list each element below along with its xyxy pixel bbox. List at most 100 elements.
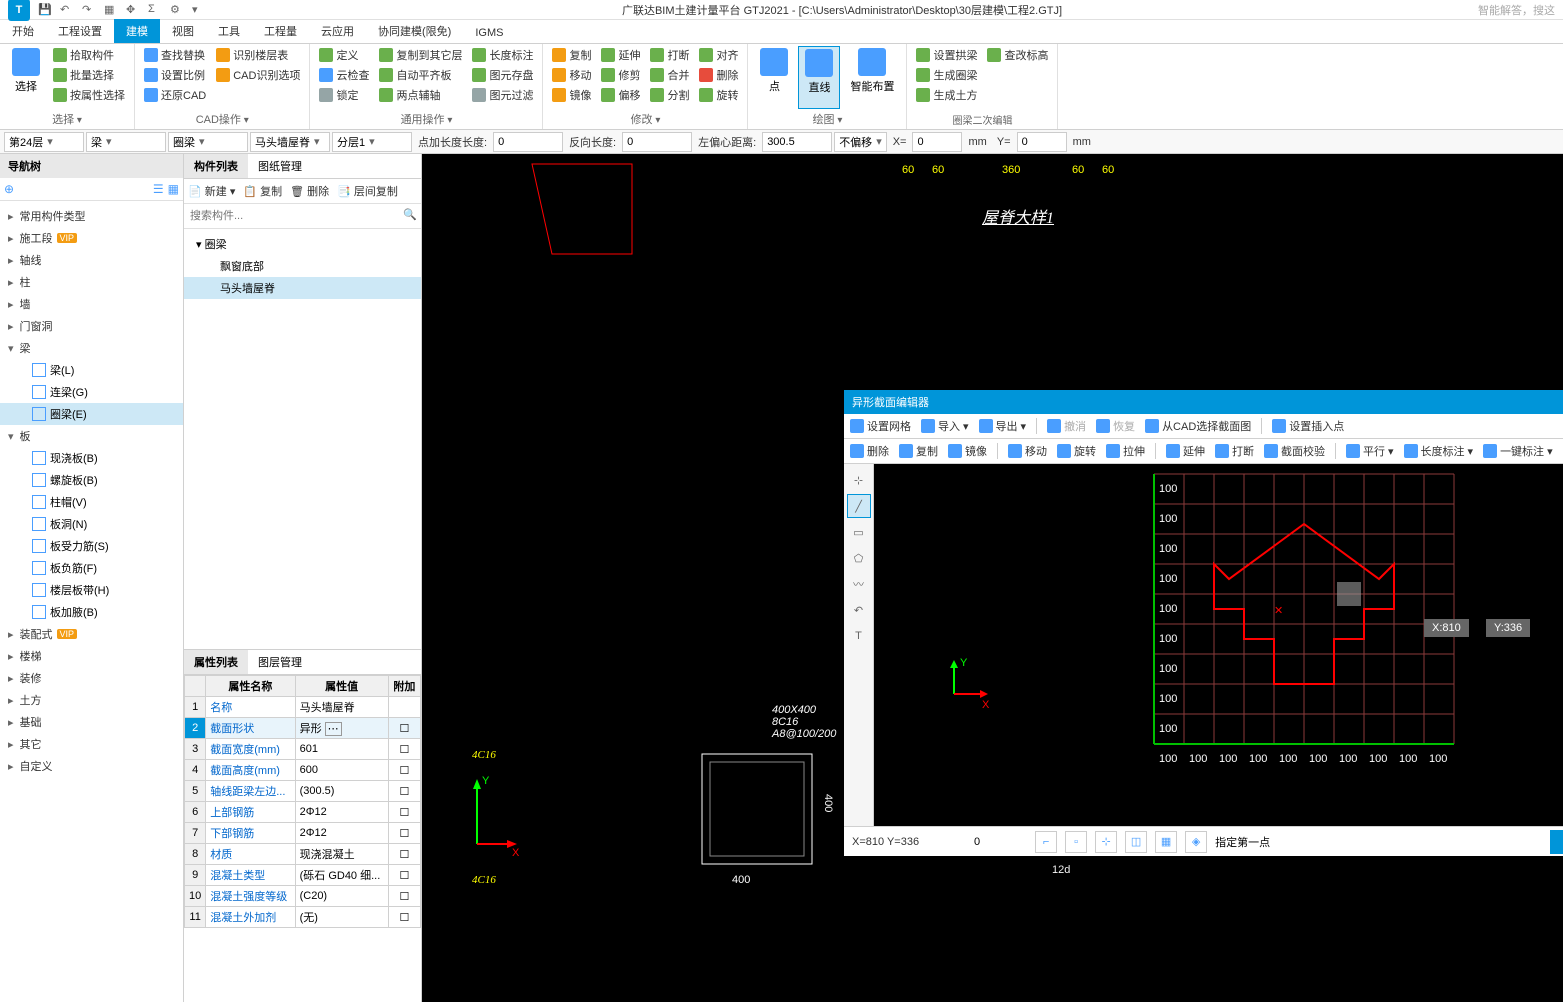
prop-value[interactable]: (C20) [295, 886, 388, 907]
qat-undo-icon[interactable]: ↶ [60, 3, 74, 17]
category-select[interactable]: 梁 [86, 132, 166, 152]
nav-item[interactable]: 墙 [0, 293, 183, 315]
main-tab-4[interactable]: 工具 [206, 19, 252, 43]
ribbon-item[interactable]: 按属性选择 [50, 86, 128, 104]
nav-item[interactable]: 柱帽(V) [0, 491, 183, 513]
search-hint[interactable]: 智能解答，搜这 [1478, 2, 1555, 18]
modal-tb-item[interactable]: 镜像 [948, 443, 987, 459]
comp-new-button[interactable]: 📄 新建 ▾ [188, 183, 235, 199]
modal-tb-item[interactable]: 撤消 [1047, 418, 1086, 434]
prop-checkbox[interactable]: ☐ [388, 844, 420, 865]
nav-item[interactable]: 楼层板带(H) [0, 579, 183, 601]
modal-tb-item[interactable]: 复制 [899, 443, 938, 459]
prop-checkbox[interactable]: ☐ [388, 718, 420, 739]
tab-drawing-mgmt[interactable]: 图纸管理 [248, 154, 312, 178]
nav-item[interactable]: 门窗洞 [0, 315, 183, 337]
ribbon-item[interactable]: 旋转 [696, 86, 741, 104]
main-tab-2[interactable]: 建模 [114, 19, 160, 43]
comp-copy-button[interactable]: 📋 复制 [243, 183, 282, 199]
noshift-select[interactable]: 不偏移 [834, 132, 887, 152]
prop-checkbox[interactable] [388, 697, 420, 718]
modal-tb-item[interactable]: 一键标注 ▾ [1483, 443, 1553, 459]
nav-item[interactable]: 板洞(N) [0, 513, 183, 535]
nav-item[interactable]: 板受力筋(S) [0, 535, 183, 557]
nav-item[interactable]: 圈梁(E) [0, 403, 183, 425]
modal-tb-item[interactable]: 移动 [1008, 443, 1047, 459]
nav-item[interactable]: 常用构件类型 [0, 205, 183, 227]
ribbon-item[interactable]: 设置拱梁 [913, 46, 980, 64]
ribbon-item[interactable]: 修剪 [598, 66, 643, 84]
modal-tb-item[interactable]: 设置插入点 [1272, 418, 1344, 434]
main-tab-8[interactable]: IGMS [463, 23, 515, 43]
ribbon-item[interactable]: 自动平齐板 [376, 66, 465, 84]
comp-delete-button[interactable]: 🗑 删除 [290, 183, 329, 199]
ribbon-item[interactable]: 还原CAD [141, 86, 209, 104]
ribbon-item[interactable]: 图元过滤 [469, 86, 536, 104]
ribbon-item[interactable]: 延伸 [598, 46, 643, 64]
ribbon-item[interactable]: CAD识别选项 [213, 66, 303, 84]
nav-item[interactable]: 现浇板(B) [0, 447, 183, 469]
main-tab-0[interactable]: 开始 [0, 19, 46, 43]
draw-tool-2[interactable]: ▭ [847, 520, 871, 544]
ribbon-item[interactable]: 定义 [316, 46, 372, 64]
y-input[interactable]: 0 [1017, 132, 1067, 152]
nav-list-icon[interactable]: ☰ [153, 182, 164, 196]
draw-tool-5[interactable]: ↶ [847, 598, 871, 622]
nav-item[interactable]: 螺旋板(B) [0, 469, 183, 491]
prop-checkbox[interactable]: ☐ [388, 781, 420, 802]
modal-tb-item[interactable]: 截面校验 [1264, 443, 1325, 459]
main-tab-5[interactable]: 工程量 [252, 19, 309, 43]
layer-select[interactable]: 分层1 [332, 132, 412, 152]
prop-checkbox[interactable]: ☐ [388, 886, 420, 907]
ribbon-item[interactable]: 图元存盘 [469, 66, 536, 84]
modal-tb-item[interactable]: 导入 ▾ [921, 418, 969, 434]
rev-input[interactable]: 0 [622, 132, 692, 152]
type-select[interactable]: 圈梁 [168, 132, 248, 152]
offset-input[interactable]: 300.5 [762, 132, 832, 152]
drawing-canvas[interactable]: 60 60 360 60 60 屋脊大样1 400X4008C16A8@100/… [422, 154, 1563, 1002]
modal-tb-item[interactable]: 恢复 [1096, 418, 1135, 434]
nav-item[interactable]: 梁 [0, 337, 183, 359]
nav-item[interactable]: 楼梯 [0, 645, 183, 667]
qat-region-icon[interactable]: ▦ [104, 3, 118, 17]
comp-search-input[interactable] [188, 208, 403, 224]
prop-value[interactable]: 马头墙屋脊 [295, 697, 388, 718]
draw-点[interactable]: 点 [754, 46, 794, 109]
nav-item[interactable]: 板加腋(B) [0, 601, 183, 623]
nav-item[interactable]: 柱 [0, 271, 183, 293]
modal-tb-item[interactable]: 拉伸 [1106, 443, 1145, 459]
ribbon-item[interactable]: 复制到其它层 [376, 46, 465, 64]
modal-tb-item[interactable]: 从CAD选择截面图 [1145, 418, 1251, 434]
main-tab-1[interactable]: 工程设置 [46, 19, 114, 43]
ribbon-item[interactable]: 批量选择 [50, 66, 128, 84]
prop-value[interactable]: 异形 ⋯ [295, 718, 388, 739]
ribbon-item[interactable]: 移动 [549, 66, 594, 84]
nav-item[interactable]: 装修 [0, 667, 183, 689]
ribbon-item[interactable]: 镜像 [549, 86, 594, 104]
nav-grid-icon[interactable]: ▦ [168, 182, 179, 196]
tab-layers[interactable]: 图层管理 [248, 650, 312, 674]
ribbon-item[interactable]: 锁定 [316, 86, 372, 104]
modal-tb-item[interactable]: 设置网格 [850, 418, 911, 434]
ribbon-item[interactable]: 打断 [647, 46, 692, 64]
prop-checkbox[interactable]: ☐ [388, 823, 420, 844]
modal-tb-item[interactable]: 延伸 [1166, 443, 1205, 459]
prop-value[interactable]: (砾石 GD40 细... [295, 865, 388, 886]
nav-item[interactable]: 梁(L) [0, 359, 183, 381]
modal-tb-item[interactable]: 平行 ▾ [1346, 443, 1394, 459]
nav-item[interactable]: 装配式VIP [0, 623, 183, 645]
prop-value[interactable]: 现浇混凝土 [295, 844, 388, 865]
x-input[interactable]: 0 [912, 132, 962, 152]
modal-tb-item[interactable]: 导出 ▾ [979, 418, 1027, 434]
prop-checkbox[interactable]: ☐ [388, 865, 420, 886]
draw-tool-0[interactable]: ⊹ [847, 468, 871, 492]
ribbon-item[interactable]: 合并 [647, 66, 692, 84]
comp-item[interactable]: 马头墙屋脊 [184, 277, 421, 299]
nav-expand-icon[interactable]: ⊕ [4, 182, 14, 196]
ribbon-item[interactable]: 设置比例 [141, 66, 209, 84]
qat-pan-icon[interactable]: ✥ [126, 3, 140, 17]
draw-tool-4[interactable]: 〰 [847, 572, 871, 596]
prop-value[interactable]: 600 [295, 760, 388, 781]
nav-item[interactable]: 施工段VIP [0, 227, 183, 249]
modal-tb-item[interactable]: 旋转 [1057, 443, 1096, 459]
